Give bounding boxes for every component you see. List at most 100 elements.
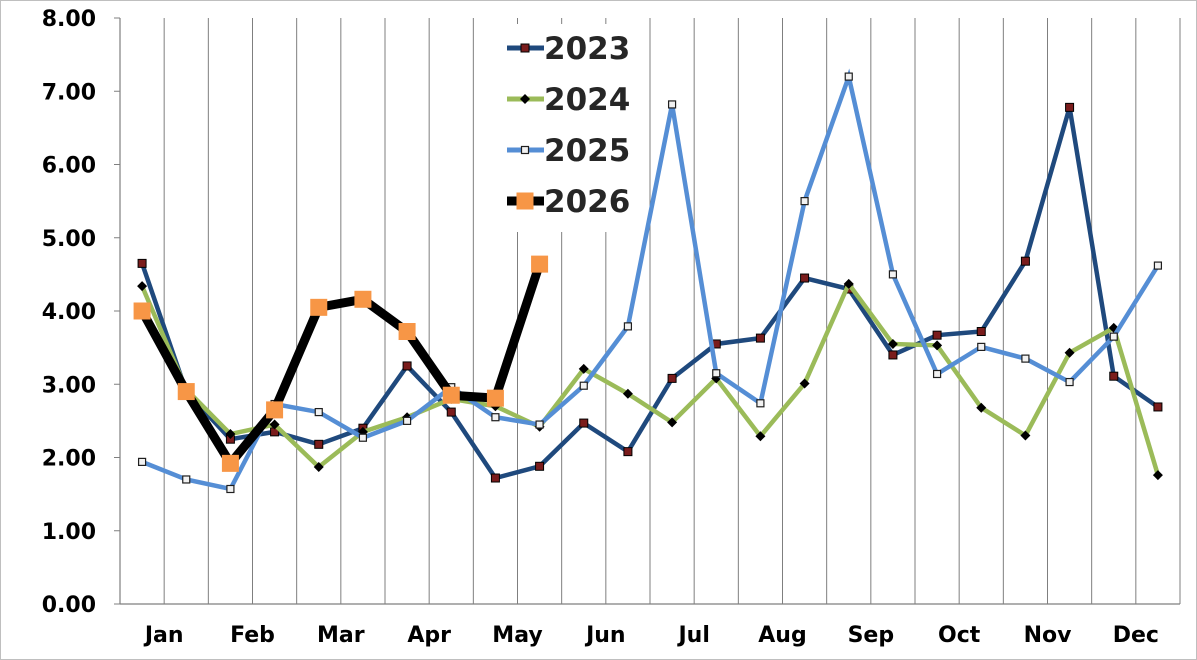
legend-label: 2026	[544, 184, 630, 220]
data-point	[622, 388, 633, 399]
data-point	[843, 278, 854, 289]
legend-label: 2024	[544, 82, 630, 118]
legend: 2023 2024 2025 2026	[497, 24, 633, 232]
data-point	[133, 302, 151, 320]
x-tick-label: Sep	[848, 623, 895, 648]
x-tick-label: Feb	[230, 623, 275, 648]
data-point	[976, 402, 987, 413]
data-point	[623, 322, 633, 331]
gridlines	[163, 18, 1181, 604]
y-tick-label: 0.00	[42, 593, 96, 618]
data-point	[1064, 347, 1075, 358]
data-point	[535, 420, 544, 429]
data-point	[888, 350, 898, 360]
data-point	[932, 369, 942, 379]
y-tick-label: 7.00	[42, 80, 96, 105]
data-point	[535, 461, 545, 471]
data-point	[269, 419, 280, 430]
data-point	[977, 342, 986, 351]
data-point	[755, 333, 765, 343]
y-tick-label: 8.00	[42, 7, 96, 32]
data-point	[578, 363, 589, 374]
data-point	[486, 389, 504, 407]
data-point	[314, 439, 324, 449]
y-tick-label: 3.00	[42, 373, 96, 398]
data-point	[520, 145, 530, 155]
data-point	[520, 43, 530, 53]
legend-item: 2024	[507, 82, 630, 118]
data-point	[491, 413, 500, 422]
data-point	[1153, 261, 1163, 270]
data-point	[579, 381, 588, 390]
x-tick-label: Oct	[938, 623, 981, 648]
data-point	[314, 407, 323, 417]
data-point	[266, 401, 284, 419]
data-point	[1020, 256, 1030, 266]
x-tick-label: Jul	[676, 623, 709, 648]
data-point	[442, 386, 460, 404]
series-line	[139, 106, 1160, 481]
legend-item: 2026	[507, 184, 630, 220]
data-point	[755, 431, 766, 442]
data-point	[446, 407, 456, 417]
x-tick-label: Apr	[407, 623, 451, 648]
data-point	[1109, 332, 1118, 341]
data-point	[1109, 371, 1119, 381]
y-tick-label: 4.00	[42, 300, 96, 325]
legend-item: 2025	[507, 133, 630, 169]
data-point	[887, 338, 898, 349]
data-point	[800, 197, 809, 206]
data-point	[888, 270, 898, 279]
data-point	[402, 416, 412, 425]
legend-label: 2025	[544, 133, 630, 169]
data-point	[800, 273, 810, 283]
data-point	[313, 462, 324, 473]
data-point	[358, 433, 368, 442]
data-point	[137, 281, 148, 292]
series-line	[138, 262, 544, 472]
data-point	[932, 330, 942, 340]
data-point	[667, 417, 678, 428]
data-point	[531, 255, 549, 273]
data-point	[221, 454, 239, 472]
data-point	[354, 290, 372, 308]
data-point	[520, 94, 530, 104]
x-tick-label: Jun	[584, 623, 626, 648]
x-tick-label: May	[492, 623, 542, 648]
data-point	[1153, 402, 1163, 412]
data-point	[1065, 377, 1074, 387]
y-tick-label: 6.00	[42, 154, 96, 179]
y-tick-label: 2.00	[42, 447, 96, 472]
legend-item: 2023	[507, 31, 630, 67]
data-point	[177, 383, 195, 401]
data-point	[623, 447, 633, 457]
data-point	[756, 399, 765, 408]
data-point	[137, 258, 147, 268]
data-point	[976, 327, 986, 337]
x-tick-label: Nov	[1024, 623, 1073, 648]
series-2025	[137, 68, 1163, 494]
series-line	[141, 68, 1160, 492]
data-point	[1152, 470, 1163, 481]
y-tick-label: 1.00	[42, 520, 96, 545]
data-point	[398, 323, 416, 341]
data-point	[712, 369, 721, 378]
data-point	[226, 484, 235, 494]
data-point	[1021, 354, 1030, 363]
data-point	[667, 373, 677, 383]
data-point	[844, 72, 853, 81]
data-point	[579, 418, 589, 428]
y-tick-label: 5.00	[42, 227, 96, 252]
data-point	[402, 361, 412, 371]
series-2024	[137, 278, 1163, 481]
data-point	[516, 192, 534, 210]
data-point	[1065, 102, 1075, 112]
series-2026	[133, 255, 549, 472]
data-point	[932, 340, 943, 351]
x-tick-label: Dec	[1113, 623, 1159, 648]
data-point	[1020, 430, 1031, 441]
x-tick-label: Aug	[758, 623, 806, 648]
data-point	[667, 100, 677, 109]
data-point	[490, 473, 500, 483]
